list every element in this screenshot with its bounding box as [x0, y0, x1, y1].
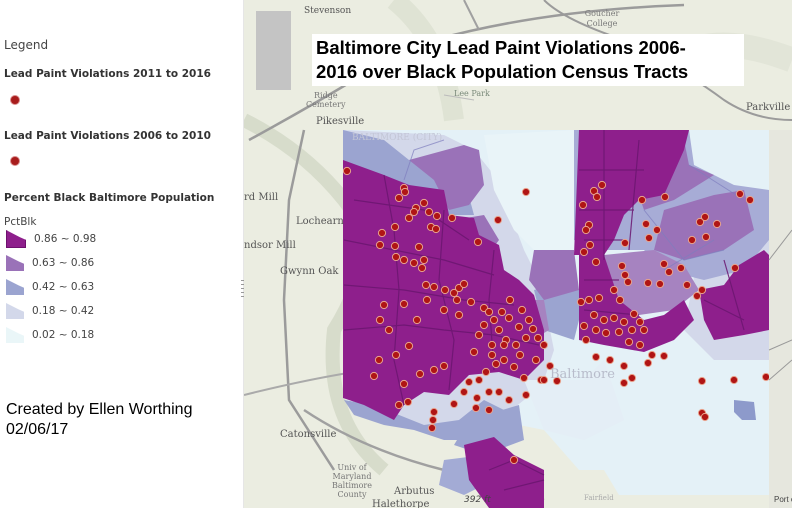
legend-class-3: 0.42 ~ 0.63: [6, 278, 94, 296]
polygon-swatch-icon: [6, 230, 26, 248]
legend-class-range: 0.63 ~ 0.86: [32, 257, 95, 269]
legend-layer-violations-2006-2010: Lead Paint Violations 2006 to 2010: [4, 130, 211, 142]
polygon-swatch-icon: [6, 255, 24, 271]
map-view[interactable]: Stevenson Goucher College Ridge Cemetery…: [244, 0, 792, 508]
svg-text:Cemetery: Cemetery: [306, 100, 346, 109]
svg-text:Lochearn: Lochearn: [296, 216, 344, 227]
violation-points: [342, 166, 771, 465]
legend-class-2: 0.63 ~ 0.86: [6, 254, 94, 272]
legend-layer-violations-2011-2016: Lead Paint Violations 2011 to 2016: [4, 68, 211, 80]
scale-label: 392 ft: [464, 495, 491, 505]
red-dot-icon: [11, 157, 19, 165]
svg-text:Ridge: Ridge: [314, 91, 338, 100]
map-title-line2: 2016 over Black Population Census Tracts: [316, 61, 689, 82]
author-credit: Created by Ellen Worthing 02/06/17: [6, 400, 192, 440]
svg-text:Univ of: Univ of: [337, 463, 367, 472]
svg-text:Port o: Port o: [774, 495, 792, 504]
red-dot-icon: [11, 96, 19, 104]
legend-class-4: 0.18 ~ 0.42: [6, 302, 94, 320]
svg-text:Fairfield: Fairfield: [584, 494, 614, 502]
legend-class-1: 0.86 ~ 0.98: [6, 230, 96, 248]
map-control-placeholder: [256, 11, 291, 90]
basemap-and-layers: Stevenson Goucher College Ridge Cemetery…: [244, 0, 792, 508]
legend-title: Legend: [4, 38, 49, 52]
svg-text:Baltimore: Baltimore: [550, 367, 615, 382]
place-labels: Stevenson Goucher College Ridge Cemetery…: [244, 6, 792, 508]
svg-text:Catonsville: Catonsville: [280, 429, 336, 440]
svg-text:ndsor Mill: ndsor Mill: [244, 240, 296, 251]
svg-text:rd Mill: rd Mill: [244, 192, 278, 203]
svg-text:Stevenson: Stevenson: [304, 6, 351, 16]
legend-class-range: 0.86 ~ 0.98: [34, 233, 97, 245]
svg-text:Baltimore: Baltimore: [332, 481, 372, 490]
polygon-swatch-icon: [6, 327, 24, 343]
legend-class-range: 0.42 ~ 0.63: [32, 281, 95, 293]
svg-text:Goucher: Goucher: [585, 9, 620, 18]
map-title-box: [312, 34, 744, 86]
svg-text:Gwynn Oak: Gwynn Oak: [280, 266, 339, 277]
polygon-swatch-icon: [6, 279, 24, 295]
svg-text:Halethorpe: Halethorpe: [372, 499, 429, 508]
svg-text:Maryland: Maryland: [333, 472, 372, 481]
legend-panel: Legend Lead Paint Violations 2011 to 201…: [0, 0, 244, 508]
credit-author: Created by Ellen Worthing: [6, 401, 193, 418]
highway-695-west: [282, 129, 336, 471]
map-title-line1: Baltimore City Lead Paint Violations 200…: [316, 37, 686, 58]
map-title: Baltimore City Lead Paint Violations 200…: [316, 36, 756, 84]
svg-text:Arbutus: Arbutus: [393, 486, 434, 497]
svg-text:Lee Park: Lee Park: [454, 89, 490, 98]
polygon-swatch-icon: [6, 303, 24, 319]
svg-text:College: College: [587, 19, 618, 28]
legend-class-range: 0.02 ~ 0.18: [32, 329, 95, 341]
legend-field-name: PctBlk: [4, 216, 37, 228]
svg-text:County: County: [338, 490, 367, 499]
legend-layer-percent-black: Percent Black Baltimore Population: [4, 192, 215, 204]
svg-text:Parkville: Parkville: [746, 102, 790, 113]
legend-class-5: 0.02 ~ 0.18: [6, 326, 94, 344]
legend-class-range: 0.18 ~ 0.42: [32, 305, 95, 317]
credit-date: 02/06/17: [6, 421, 69, 438]
svg-text:Pikesville: Pikesville: [316, 116, 364, 127]
svg-text:BALTIMORE (CITY): BALTIMORE (CITY): [352, 132, 442, 143]
panel-resize-handle[interactable]: [241, 280, 244, 298]
